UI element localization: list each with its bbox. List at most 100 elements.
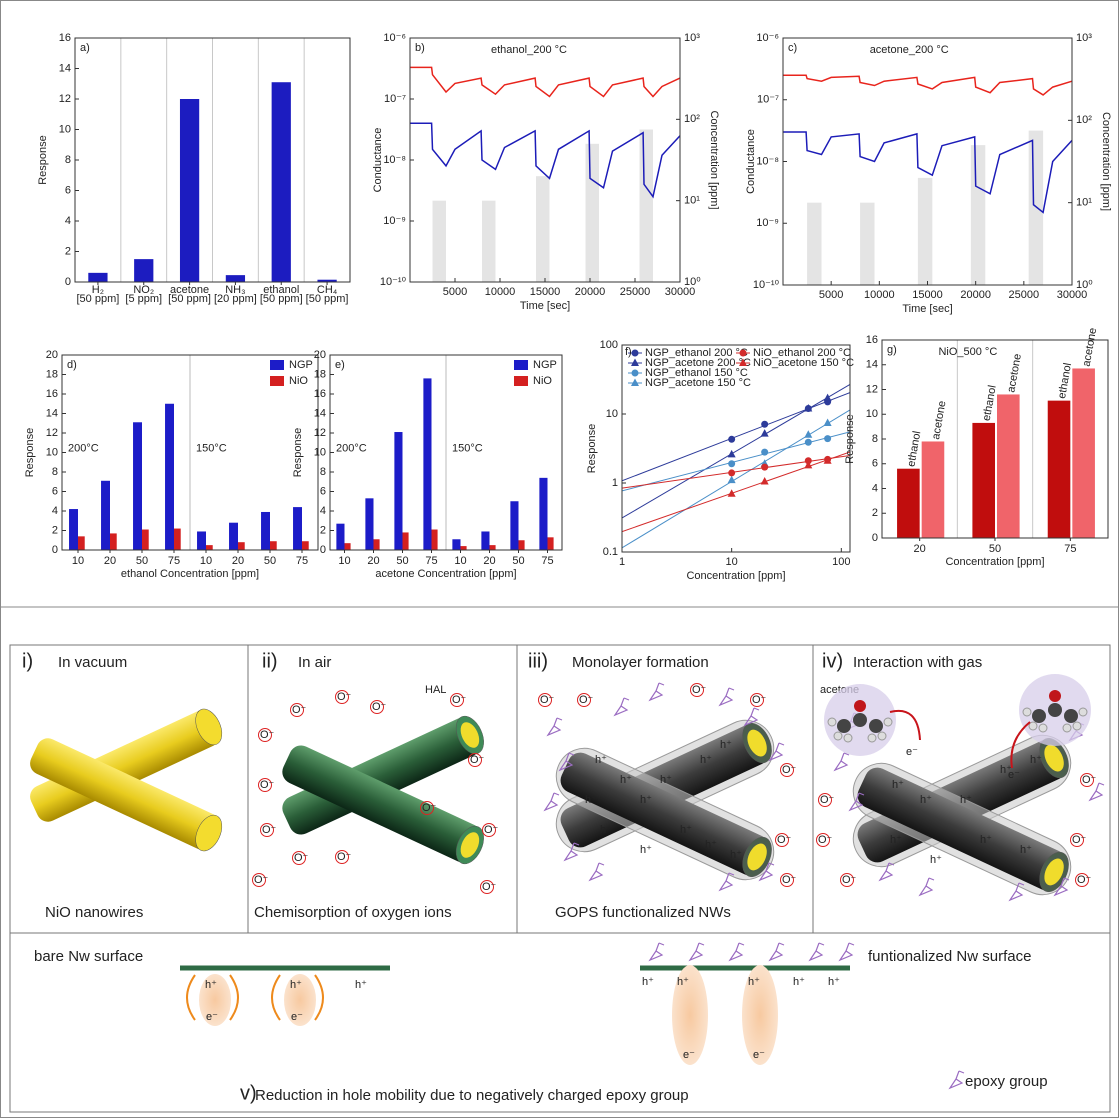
- conductance-line: [783, 131, 1073, 214]
- wire-a: [30, 708, 223, 822]
- bar: [1047, 400, 1071, 538]
- y-tick-label: 10: [606, 408, 618, 420]
- hole: h⁺: [748, 976, 760, 988]
- point: [727, 475, 736, 484]
- oxygen-ion: O⁻: [254, 874, 269, 886]
- legend-marker: [631, 378, 639, 386]
- oxygen-ion: O⁻: [292, 704, 307, 716]
- oxygen-ion: O⁻: [452, 694, 467, 706]
- oxygen-ion: O⁻: [262, 824, 277, 836]
- epoxy-group: [758, 862, 775, 882]
- conductance-line: [783, 74, 1073, 96]
- carrier-cloud: [199, 974, 231, 1026]
- point: [761, 463, 769, 471]
- legend-label: NGP_ethanol 200 °C: [645, 347, 748, 359]
- x-tick-label: 10: [726, 556, 738, 568]
- y-axis-label: Response: [844, 414, 856, 464]
- category-note: [20 ppm]: [214, 293, 257, 305]
- y-tick-label: 10⁻⁷: [757, 94, 779, 106]
- y-tick-label: 4: [320, 505, 326, 517]
- x-tick-label: 5000: [819, 289, 843, 301]
- y2-tick-label: 10¹: [1076, 197, 1092, 209]
- y-tick-label: 14: [314, 407, 326, 419]
- x-axis-label: Concentration [ppm]: [686, 570, 785, 582]
- epoxy-group: [718, 872, 735, 892]
- panel-label: g): [887, 344, 897, 356]
- legend-swatch: [514, 376, 528, 386]
- x-tick-label: 100: [832, 556, 850, 568]
- oxygen-ion: O⁻: [782, 874, 797, 886]
- oxygen-ion-ring: [450, 693, 464, 707]
- point: [823, 393, 832, 402]
- panel-label: f): [625, 346, 632, 358]
- y-tick-label: 16: [866, 334, 878, 346]
- carbon: [837, 719, 851, 733]
- hole: h⁺: [600, 824, 612, 836]
- oxygen-ion-ring: [335, 850, 349, 864]
- x-tick-label: 10: [454, 555, 466, 567]
- chart-title: ethanol_200 °C: [491, 44, 567, 56]
- x-tick-label: 50: [264, 555, 276, 567]
- epoxy-group: [718, 687, 735, 707]
- bar: [317, 279, 337, 282]
- bar: [165, 403, 174, 550]
- bar: [344, 543, 351, 550]
- x-tick-label: 15000: [912, 289, 943, 301]
- x-axis-label: Time [sec]: [902, 303, 952, 315]
- panel-number: iv): [822, 650, 843, 672]
- bar: [394, 432, 403, 550]
- y-tick-label: 12: [866, 383, 878, 395]
- plot-frame: [621, 344, 851, 553]
- epoxy-group: [1053, 877, 1070, 897]
- nanowire: [852, 762, 1072, 896]
- epoxy-legend-label: epoxy group: [965, 1073, 1048, 1090]
- point: [727, 489, 736, 497]
- y-tick-label: 2: [65, 245, 71, 257]
- y-tick-label: 6: [52, 485, 58, 497]
- y2-tick-label: 10²: [1076, 114, 1092, 126]
- concentration-bar: [482, 200, 496, 282]
- exchange-arrow: [314, 974, 324, 1021]
- epoxy-group: [838, 942, 855, 962]
- x-tick-label: 10: [72, 555, 84, 567]
- epoxy-group: [848, 792, 865, 812]
- bar: [238, 542, 245, 550]
- oxygen-ion-ring: [258, 728, 272, 742]
- y-tick-label: 10⁻¹⁰: [380, 276, 407, 288]
- hydrogen: [883, 717, 893, 727]
- bar-label: ethanol: [905, 430, 923, 468]
- oxygen-ion: O⁻: [482, 881, 497, 893]
- bar: [142, 529, 149, 550]
- fit-line: [622, 384, 850, 519]
- y-tick-label: 16: [314, 388, 326, 400]
- hole: h⁺: [1020, 844, 1032, 856]
- y-tick-label: 16: [46, 388, 58, 400]
- fit-line: [622, 392, 850, 482]
- plot-frame: [74, 37, 351, 283]
- oxygen-ion: O⁻: [1082, 774, 1097, 786]
- x-tick-label: 75: [168, 555, 180, 567]
- oxygen-ion-ring: [482, 823, 496, 837]
- y2-tick-label: 10²: [684, 113, 700, 125]
- hydrogen: [1072, 721, 1082, 731]
- wire-core: [747, 843, 767, 871]
- bar: [365, 498, 374, 550]
- y-tick-label: 2: [52, 524, 58, 536]
- x-axis-label: Concentration [ppm]: [945, 556, 1044, 568]
- epoxy-group: [588, 862, 605, 882]
- bar: [1072, 368, 1095, 538]
- oxygen-ion-ring: [690, 683, 704, 697]
- fit-line: [622, 451, 850, 533]
- oxygen-ion: O⁻: [540, 694, 555, 706]
- panel-label: a): [80, 42, 90, 54]
- bar: [972, 422, 995, 538]
- x-tick-label: 20: [914, 543, 926, 555]
- x-tick-label: 25000: [1009, 289, 1040, 301]
- x-tick-label: H₂: [92, 284, 104, 296]
- wire-b: [30, 738, 223, 852]
- temperature-label: 200°C: [68, 443, 99, 455]
- nanowire-cross: [555, 719, 775, 881]
- hole: h⁺: [930, 854, 942, 866]
- x-tick-label: 5000: [443, 286, 467, 298]
- x-tick-label: 50: [136, 555, 148, 567]
